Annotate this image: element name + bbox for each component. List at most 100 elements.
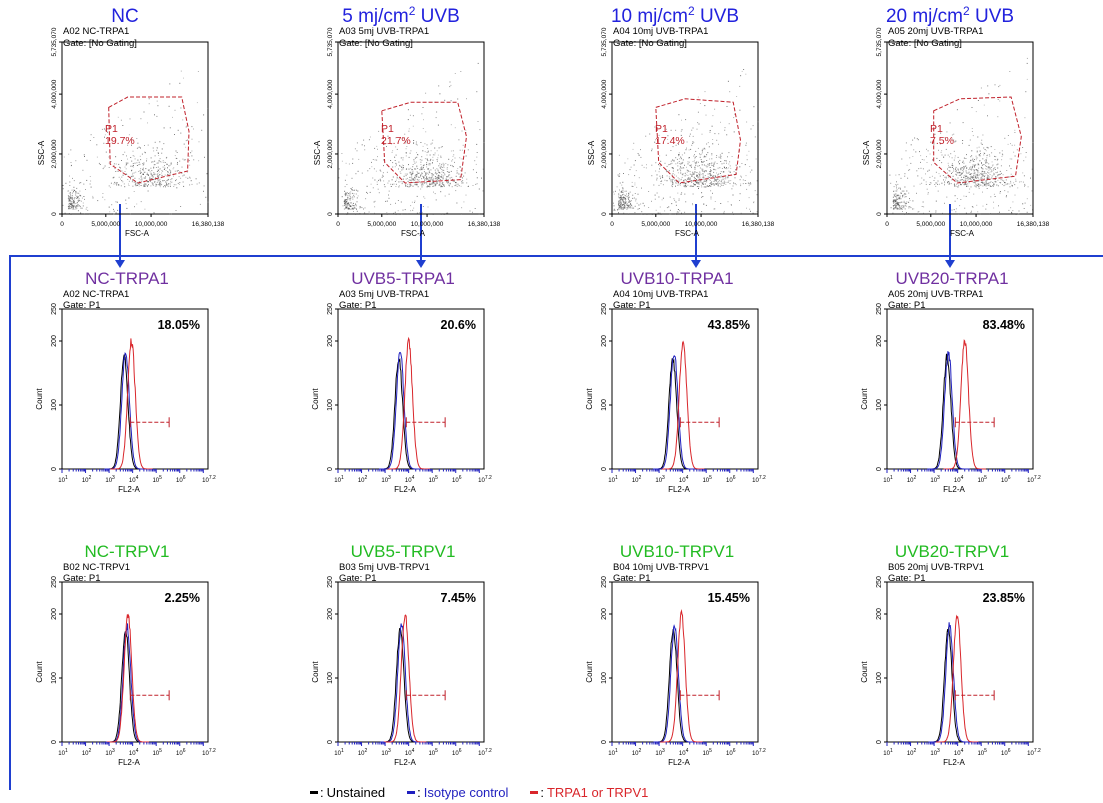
event-dot [985,208,987,210]
event-dot [678,154,680,156]
event-dot [436,177,438,179]
y-tick-label: 2,000,000 [51,139,58,168]
event-dot [155,179,157,181]
event-dot [898,197,900,199]
event-dot [1014,144,1016,146]
event-dot [981,173,982,175]
event-dot [947,172,948,174]
event-dot [724,181,726,183]
event-dot [896,202,898,203]
x-tick-base: 10 [358,478,365,484]
event-dot [450,84,452,86]
event-dot [962,142,963,144]
event-dot [419,182,421,184]
event-dot [993,183,995,185]
event-dot [71,203,73,205]
event-dot [996,184,998,186]
event-dot [73,198,75,200]
event-dot [984,153,986,154]
event-dot [156,174,158,176]
event-dot [154,160,156,162]
event-dot [372,187,374,189]
event-dot [624,197,626,199]
event-dot [983,171,985,173]
x-tick-exp: 5 [709,748,712,754]
event-dot [929,176,931,178]
event-dot [719,183,721,184]
event-dot [87,209,89,211]
event-dot [704,105,706,107]
x-tick-label: 101 [883,475,893,484]
event-dot [432,214,434,215]
event-dot [405,175,407,177]
event-dot [972,157,974,159]
event-dot [991,171,993,172]
event-dot [678,158,680,160]
event-dot [121,170,123,172]
event-dot [1026,62,1028,64]
scatter-title-sup: 2 [688,4,695,18]
event-dot [418,176,420,178]
y-axis-label: SSC-A [587,140,596,165]
event-dot [428,180,430,182]
event-dot [361,172,363,174]
positive-percent: 23.85% [983,591,1025,605]
event-dot [147,190,149,192]
event-dot [180,107,182,109]
event-dot [440,191,442,193]
event-dot [408,168,410,170]
y-tick-label: 4,000,000 [876,79,883,108]
event-dot [352,202,354,204]
event-dot [955,170,957,172]
event-dot [625,203,627,205]
event-dot [341,160,343,162]
event-dot [675,201,677,203]
event-dot [343,208,345,210]
gate-percent: 17.4% [655,135,685,147]
event-dot [430,158,432,160]
event-dot [945,148,947,150]
event-dot [134,184,136,186]
event-dot [122,125,124,126]
event-dot [984,175,986,177]
event-dot [909,206,911,208]
event-dot [140,182,142,184]
event-dot [398,178,400,180]
event-dot [948,170,950,172]
event-dot [416,165,418,167]
y-tick-label: 250 [876,303,883,315]
event-dot [411,169,413,170]
event-dot [440,175,442,177]
event-dot [629,207,631,209]
event-dot [1000,165,1002,167]
event-dot [979,160,981,162]
event-dot [424,197,426,199]
event-dot [915,151,917,153]
event-dot [947,168,948,170]
event-dot [1004,190,1006,192]
sample-name: A04 10mj UVB-TRPA1 [613,26,708,37]
event-dot [748,197,750,199]
event-dot [414,200,416,202]
event-dot [137,142,139,144]
event-dot [660,213,662,215]
event-dot [927,193,929,195]
event-dot [640,149,641,151]
event-dot [438,176,440,178]
event-dot [441,146,443,148]
event-dot [122,174,124,176]
event-dot [643,166,645,168]
event-dot [978,167,980,169]
event-dot [1027,186,1029,188]
event-dot [430,169,432,171]
event-dot [969,174,971,176]
event-dot [735,184,737,186]
event-dot [739,193,741,195]
x-tick-exp: 3 [937,748,940,754]
event-dot [457,172,459,174]
event-dot [143,185,145,186]
event-dot [377,156,378,158]
x-tick-base: 10 [58,478,65,484]
event-dot [426,154,428,156]
event-dot [895,206,897,208]
